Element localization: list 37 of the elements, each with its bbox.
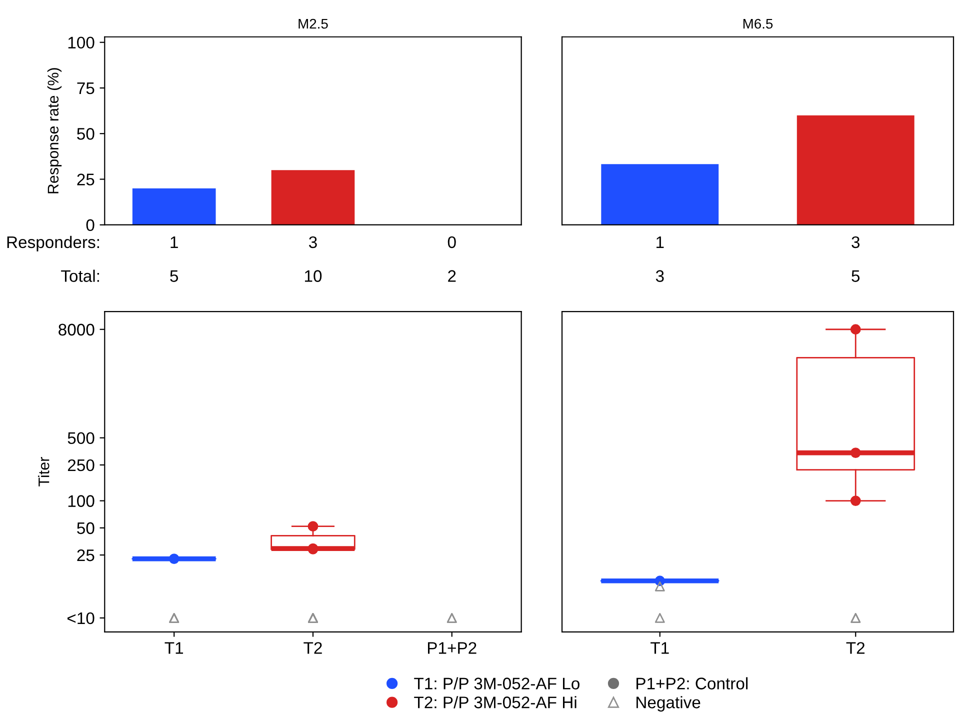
legend-label: P1+P2: Control — [636, 677, 748, 690]
legend-label: T2: P/P 3M-052-AF Hi — [414, 696, 576, 708]
y-tick-label: 0 — [86, 219, 94, 232]
text: Total: — [61, 270, 99, 282]
text: 5 — [852, 270, 860, 282]
y-tick-label: 100 — [68, 495, 94, 507]
text: 5 — [170, 270, 178, 282]
y-tick-label: 25 — [77, 549, 94, 562]
x-tick-label: P1+P2 — [428, 642, 476, 654]
legend-label: T1: P/P 3M-052-AF Lo — [414, 677, 580, 690]
y-axis-title: Response rate (%) — [47, 68, 62, 194]
y-tick-label: 8000 — [58, 324, 94, 336]
text: 2 — [448, 270, 456, 282]
y-tick-label: 75 — [77, 82, 94, 94]
x-tick-label: T2 — [304, 642, 322, 654]
chart-title: M2.5 — [298, 18, 328, 29]
x-tick-label: T1 — [650, 642, 669, 654]
y-tick-label: 250 — [68, 459, 94, 472]
text: Responders: — [7, 236, 99, 252]
text: 0 — [448, 236, 456, 248]
y-axis-title: Titer — [38, 457, 50, 486]
y-tick-label: 50 — [77, 128, 94, 140]
text: 1 — [656, 236, 664, 248]
chart-title: M6.5 — [743, 18, 773, 29]
text: 3 — [656, 270, 664, 282]
text: 10 — [304, 270, 322, 282]
y-tick-label: 500 — [68, 432, 94, 444]
y-tick-label: 50 — [77, 522, 94, 534]
text: 3 — [308, 236, 317, 248]
y-tick-label: 25 — [77, 174, 94, 186]
y-tick-label: <10 — [67, 612, 94, 624]
x-tick-label: T2 — [846, 642, 865, 654]
x-tick-label: T1 — [164, 642, 184, 654]
legend-label: Negative — [636, 696, 700, 712]
text: 1 — [170, 236, 178, 248]
text: 3 — [852, 236, 860, 248]
y-tick-label: 100 — [68, 36, 94, 49]
